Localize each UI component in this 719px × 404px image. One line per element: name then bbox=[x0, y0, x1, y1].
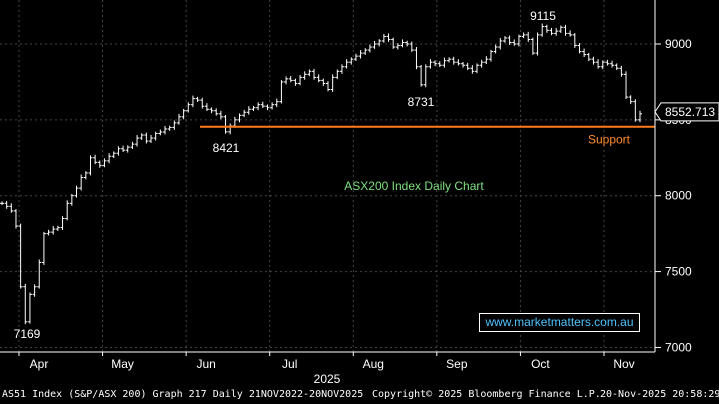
x-tick-label: May bbox=[111, 357, 134, 371]
x-tick-label: Aug bbox=[363, 357, 384, 371]
x-tick-label: Oct bbox=[531, 357, 550, 371]
y-tick-label: 7000 bbox=[665, 340, 692, 354]
x-year-label: 2025 bbox=[314, 372, 341, 386]
x-tick-label: Jun bbox=[196, 357, 215, 371]
plot-background bbox=[0, 0, 655, 352]
y-tick-label: 7500 bbox=[665, 265, 692, 279]
y-tick-label: 9000 bbox=[665, 37, 692, 51]
grid-lines bbox=[0, 0, 655, 352]
support-label: Support bbox=[588, 133, 631, 147]
support-group: Support bbox=[200, 125, 655, 147]
last-price-box bbox=[654, 102, 719, 122]
x-tick-label: Sep bbox=[446, 357, 468, 371]
y-axis: 70007500800085009000 bbox=[654, 0, 692, 354]
chart-title: ASX200 Index Daily Chart bbox=[344, 179, 484, 193]
price-annotation: 8421 bbox=[213, 141, 240, 155]
price-annotation: 8731 bbox=[408, 95, 435, 109]
y-tick-label: 8000 bbox=[665, 189, 692, 203]
last-price-label: 8552.713 bbox=[665, 105, 715, 119]
x-tick-label: Jul bbox=[282, 357, 297, 371]
footer-source: AS51 Index (S&P/ASX 200) Graph 217 Daily… bbox=[2, 389, 364, 400]
footer-timestamp: 20-Nov-2025 20:58:29 bbox=[600, 389, 719, 400]
footer-bar: AS51 Index (S&P/ASX 200) Graph 217 Daily… bbox=[0, 386, 719, 404]
x-tick-label: Apr bbox=[30, 357, 49, 371]
footer-copyright: Copyright© 2025 Bloomberg Finance L.P. bbox=[372, 389, 601, 400]
price-annotation: 9115 bbox=[530, 9, 556, 23]
price-bars bbox=[0, 23, 642, 325]
watermark-link[interactable]: www.marketmatters.com.au bbox=[479, 313, 640, 332]
x-axis: Apr May Jun Jul Aug Sep Oct Nov 2025 bbox=[0, 351, 655, 386]
x-tick-label: Nov bbox=[613, 357, 634, 371]
price-annotation: 7169 bbox=[14, 327, 41, 341]
last-price-group: 8552.713 bbox=[654, 102, 719, 122]
annotations: 7169 8421 8731 9115 bbox=[14, 9, 557, 341]
